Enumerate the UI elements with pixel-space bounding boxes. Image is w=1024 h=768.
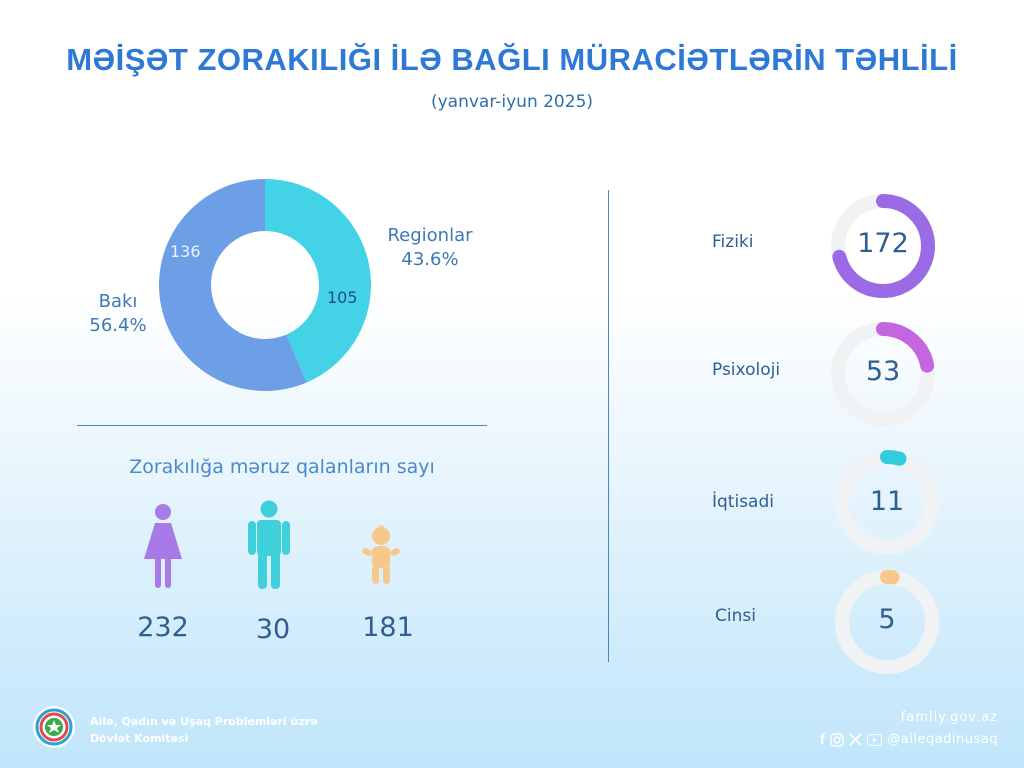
man-icon xyxy=(248,500,290,589)
ring-arc-cinsi xyxy=(835,570,939,674)
count-children: 181 xyxy=(362,612,414,643)
type-label-cinsi: Cinsi xyxy=(715,606,756,626)
woman-icon xyxy=(144,504,182,588)
ring-value-iqtisadi: 11 xyxy=(869,486,905,517)
footer-social: f @aileqadinusaq xyxy=(820,731,998,748)
horizontal-divider xyxy=(77,425,487,426)
footer-org-line2: Dövlət Komitəsi xyxy=(90,732,189,745)
victims-title: Zorakılığa məruz qalanların sayı xyxy=(129,456,435,478)
count-men: 30 xyxy=(255,614,291,645)
ring-arc-fiziki xyxy=(831,194,935,298)
ring-psixoloji xyxy=(831,322,935,426)
vertical-divider xyxy=(608,190,609,662)
page-subtitle: (yanvar-iyun 2025) xyxy=(430,92,594,112)
type-label-psixoloji: Psixoloji xyxy=(712,360,781,380)
page-title: MƏİŞƏT ZORAKILIĞI İLƏ BAĞLI MÜRACİƏTLƏRİ… xyxy=(66,42,958,77)
donut-slice-bakı xyxy=(159,179,307,391)
footer-social-handle[interactable]: @aileqadinusaq xyxy=(887,732,998,747)
ring-arc-i̇qtisadi xyxy=(835,450,939,554)
footer-organization: Ailə, Qadın və Uşaq Problemləri üzrə Döv… xyxy=(90,713,318,747)
legend-baki: Bakı 56.4% xyxy=(78,290,158,338)
instagram-icon[interactable] xyxy=(830,732,844,747)
slice-value-regionlar: 105 xyxy=(327,288,358,307)
footer-org-line1: Ailə, Qadın və Uşaq Problemləri üzrə xyxy=(90,715,318,728)
legend-regionlar-percent: 43.6% xyxy=(401,249,459,270)
youtube-icon[interactable] xyxy=(867,733,883,746)
ring-value-fiziki: 172 xyxy=(857,228,909,259)
count-women: 232 xyxy=(137,612,189,643)
facebook-icon[interactable]: f xyxy=(819,731,826,748)
x-icon[interactable] xyxy=(849,733,862,746)
legend-regionlar-label: Regionlar xyxy=(387,225,473,246)
legend-baki-label: Bakı xyxy=(98,291,138,312)
legend-baki-percent: 56.4% xyxy=(89,315,147,336)
ring-value-cinsi: 5 xyxy=(878,604,896,635)
legend-regionlar: Regionlar 43.6% xyxy=(370,224,490,272)
slice-value-baki: 136 xyxy=(170,242,201,261)
committee-emblem-icon xyxy=(33,706,75,748)
ring-arc-psixoloji xyxy=(831,322,935,426)
donut-slice-regionlar xyxy=(265,179,372,383)
type-label-iqtisadi: İqtisadi xyxy=(712,492,774,512)
region-donut-chart xyxy=(159,179,372,391)
ring-value-psixoloji: 53 xyxy=(865,356,901,387)
type-label-fiziki: Fiziki xyxy=(712,232,754,252)
child-icon xyxy=(362,525,400,584)
ring-fiziki xyxy=(831,194,935,298)
ring-cinsi xyxy=(835,570,939,674)
footer-website-link[interactable]: family.gov.az xyxy=(900,710,998,725)
ring-iqtisadi xyxy=(835,450,939,554)
